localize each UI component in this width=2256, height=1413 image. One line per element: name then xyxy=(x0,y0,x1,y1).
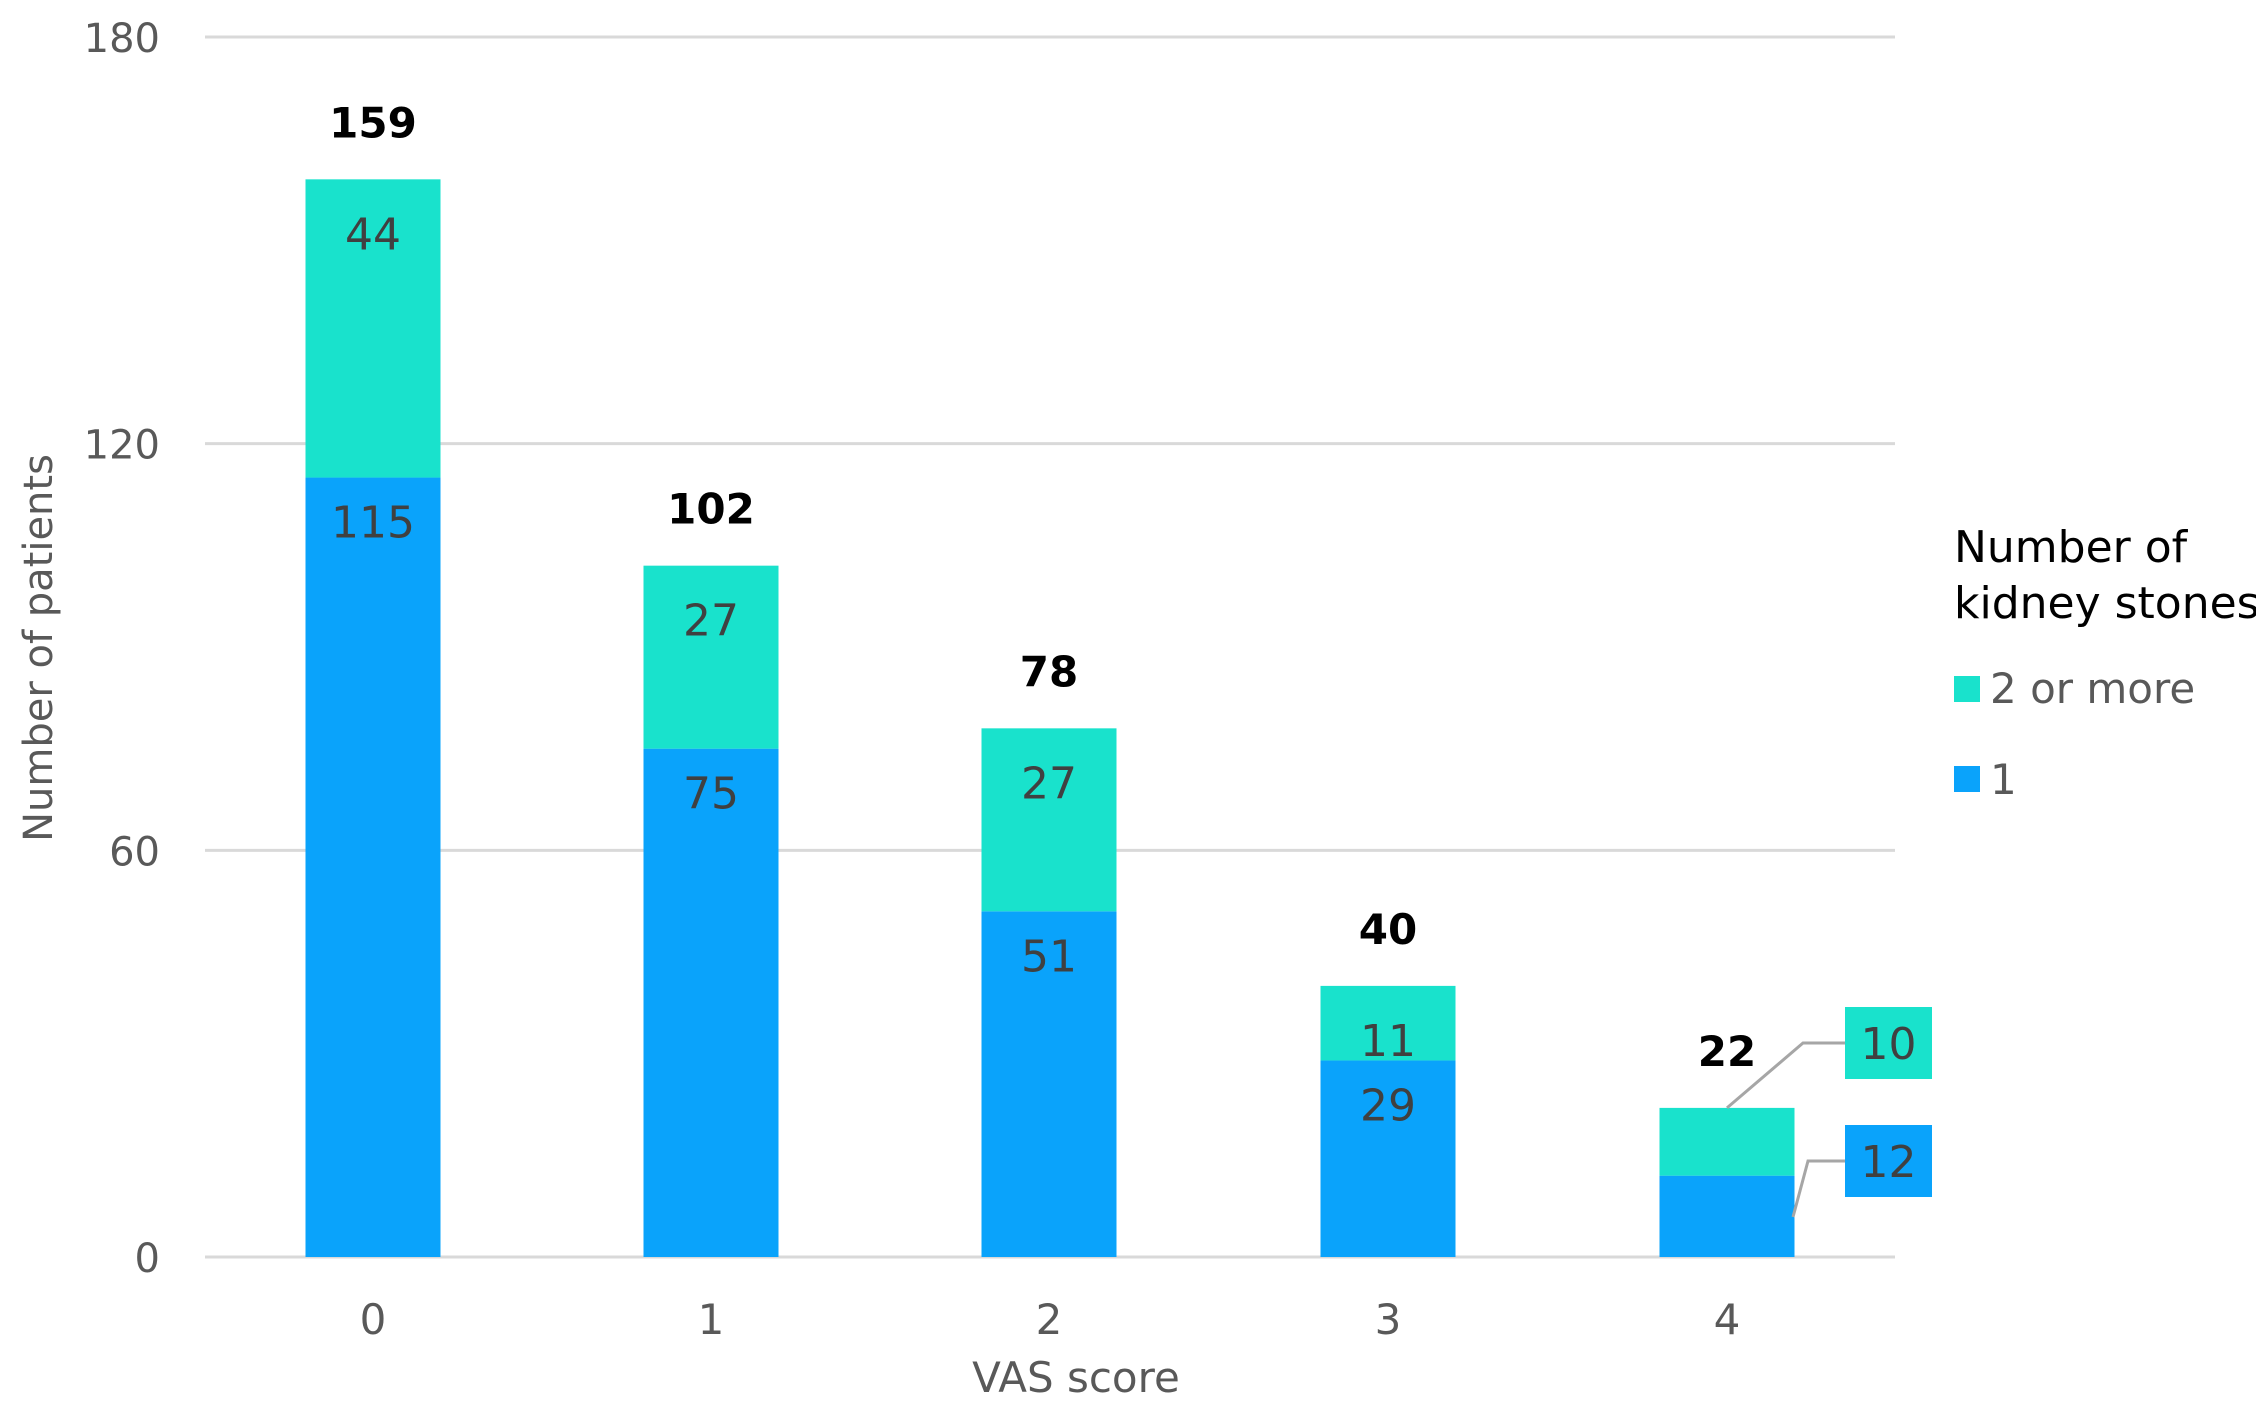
y-tick-labels: 0 60 120 180 xyxy=(84,16,160,1282)
legend-swatch-1 xyxy=(1954,766,1980,792)
segment-value-label: 75 xyxy=(683,769,739,820)
y-tick-label: 120 xyxy=(84,423,160,469)
x-tick-labels: 0 1 2 3 4 xyxy=(360,1295,1741,1344)
y-tick-label: 60 xyxy=(109,829,160,875)
legend-title-line-2: kidney stones xyxy=(1954,578,2256,629)
bar-segment xyxy=(1659,1107,1795,1176)
bar-segment xyxy=(305,179,441,478)
x-tick-label: 3 xyxy=(1375,1295,1402,1344)
y-axis-title: Number of patients xyxy=(16,454,62,842)
segment-value-label: 12 xyxy=(1861,1137,1917,1188)
segment-value-label: 10 xyxy=(1861,1019,1917,1070)
legend: Number of kidney stones 2 or more 1 xyxy=(1954,522,2256,804)
callout-box xyxy=(1845,1125,1932,1197)
bar-segment xyxy=(1659,1175,1795,1257)
x-tick-label: 1 xyxy=(698,1295,725,1344)
total-value-label: 159 xyxy=(329,98,417,147)
segment-value-label: 27 xyxy=(1021,758,1077,809)
callout-box xyxy=(1845,1007,1932,1079)
callout-leader-line xyxy=(1726,1041,1845,1110)
bars xyxy=(305,179,1795,1257)
segment-value-label: 51 xyxy=(1021,931,1077,982)
legend-swatch-2-or-more xyxy=(1954,676,1980,702)
total-value-label: 78 xyxy=(1020,647,1078,696)
total-value-label: 102 xyxy=(667,485,755,534)
bar-segment xyxy=(981,728,1117,912)
y-tick-label: 180 xyxy=(84,16,160,62)
x-tick-label: 2 xyxy=(1036,1295,1063,1344)
bar-segment xyxy=(1320,1060,1456,1257)
total-labels: 159 102 78 40 22 xyxy=(329,98,1756,1076)
legend-label-2-or-more: 2 or more xyxy=(1990,664,2195,713)
bar-segment xyxy=(643,565,779,749)
total-value-label: 40 xyxy=(1359,905,1417,954)
x-tick-label: 4 xyxy=(1714,1295,1741,1344)
bar-segment xyxy=(1320,985,1456,1061)
y-tick-label: 0 xyxy=(135,1236,160,1282)
bar-segment xyxy=(981,911,1117,1257)
x-axis-title: VAS score xyxy=(972,1353,1180,1402)
legend-title-line-1: Number of xyxy=(1954,522,2189,573)
bar-segment xyxy=(643,748,779,1257)
callout-leader-line xyxy=(1791,1159,1845,1218)
segment-value-label: 115 xyxy=(331,498,415,549)
legend-label-1: 1 xyxy=(1990,755,2017,804)
total-value-label: 22 xyxy=(1698,1027,1756,1076)
bar-segment xyxy=(305,477,441,1257)
segment-value-label: 29 xyxy=(1360,1080,1416,1131)
x-tick-label: 0 xyxy=(360,1295,387,1344)
segment-value-label: 44 xyxy=(345,209,401,260)
segment-value-label: 27 xyxy=(683,596,739,647)
segment-labels: 115 44 75 27 51 27 29 11 10 12 xyxy=(331,209,1932,1218)
segment-value-label: 11 xyxy=(1360,1016,1416,1067)
